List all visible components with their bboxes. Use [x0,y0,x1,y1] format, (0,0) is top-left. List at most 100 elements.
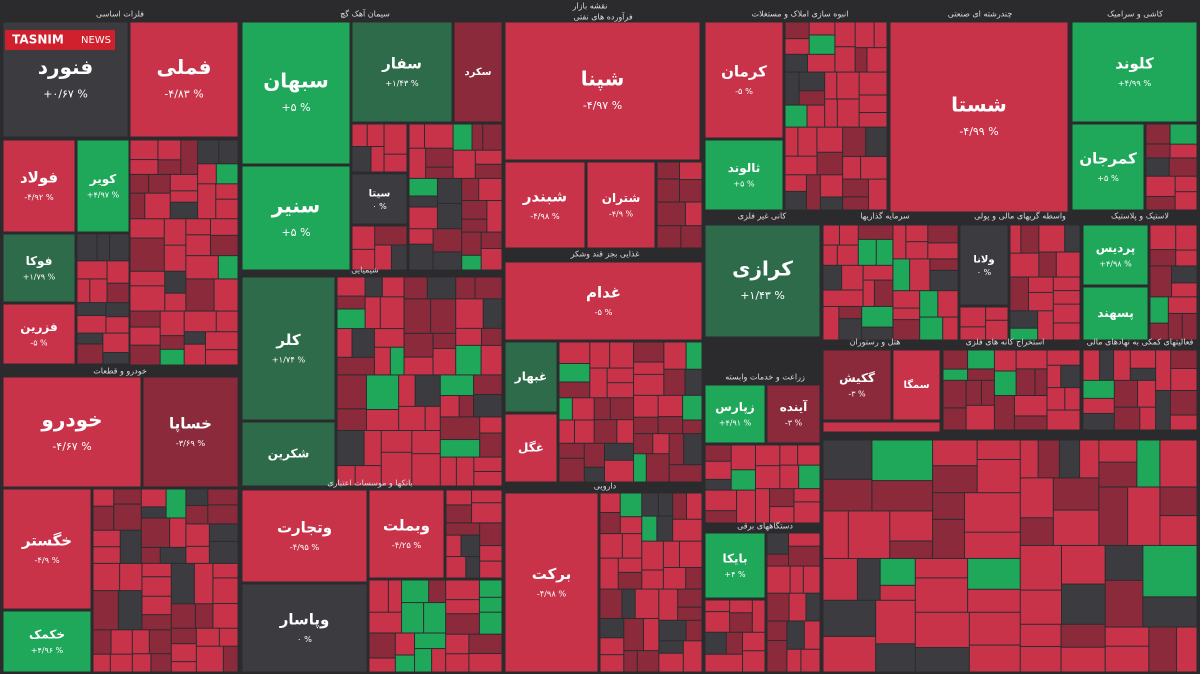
stock-tile [705,385,765,443]
stock-tile [1146,144,1170,158]
stock-tile [395,633,415,655]
stock-tile [77,140,129,232]
stock-tile [767,593,789,621]
stock-tile [480,523,502,546]
stock-tile [482,328,502,345]
stock-tile [120,563,142,591]
stock-tile [604,443,634,460]
stock-tile [780,445,798,465]
stock-tile [994,371,1016,395]
stock-tile [559,342,590,364]
stock-tile [409,124,424,148]
stock-tile [770,489,794,507]
stock-tile [142,577,171,596]
stock-tile [679,180,702,202]
stock-tile [480,417,502,433]
stock-tile [149,174,170,193]
stock-tile [145,193,170,219]
stock-tile [216,311,238,332]
stock-tile [1114,407,1140,430]
stock-tile [186,256,218,279]
stock-tile [658,493,673,516]
stock-tile [618,572,642,589]
stock-change: -۴/۸۳ % [164,88,203,101]
stock-tile [141,507,166,518]
stock-tile [799,72,825,91]
stock-tile [382,277,404,297]
stock-tile [164,245,186,271]
stock-tile [657,162,679,179]
stock-tile [132,630,149,654]
stock-tile [906,225,928,242]
stock-tile [130,238,164,271]
stock-name: فنورد [38,55,94,79]
stock-tile [705,490,737,511]
stock-change: -۴/۶۷ % [52,440,91,453]
stock-tile [642,570,663,589]
stock-tile [440,375,474,396]
stock-tile [607,383,634,398]
stock-tile [642,516,657,541]
stock-tile [731,445,755,470]
stock-tile [915,558,968,578]
stock-tile [622,589,635,618]
stock-tile [1062,545,1105,584]
stock-tile [705,612,730,632]
stock-tile [657,226,681,248]
stock-tile [823,350,891,420]
stock-name: سکرد [464,67,491,78]
stock-tile [731,470,755,490]
stock-tile [559,398,572,420]
stock-tile [437,203,462,229]
stock-tile [1150,297,1168,323]
stock-change: +۰/۶۷ % [43,88,88,101]
stock-name: پسهند [1097,306,1133,320]
stock-tile [862,306,893,327]
stock-tile [584,467,604,482]
stock-tile [789,593,806,621]
stock-tile [785,105,807,127]
stock-tile [637,651,659,672]
stock-tile [404,299,431,333]
stock-tile [213,578,238,604]
stock-name: فملی [157,55,212,79]
stock-tile [1176,250,1197,266]
stock-tile [164,219,186,245]
stock-tile [1170,415,1197,430]
stock-tile [1072,22,1197,122]
stock-tile [755,445,780,466]
stock-change: -۴/۹۷ % [583,99,622,112]
stock-tile [3,377,141,487]
stock-tile [1150,250,1176,266]
stock-tile [184,332,205,344]
stock-tile [823,265,842,290]
sector-title: هتل و رستوران [850,338,901,347]
stock-tile [480,546,502,561]
stock-tile [643,618,659,651]
stock-tile [433,252,462,270]
stock-tile [208,505,238,524]
stock-tile [160,349,184,365]
stock-tile [755,489,770,523]
stock-tile [866,127,887,156]
stock-tile [219,140,238,164]
stock-tile [808,54,835,72]
stock-tile [110,234,129,261]
stock-tile [1083,287,1148,340]
stock-tile [574,420,594,443]
stock-tile [487,201,502,232]
stock-tile [415,633,446,649]
stock-tile [352,124,367,147]
stock-tile [817,152,843,175]
stock-tile [893,320,920,340]
sector-title: غذایی بجز قند وشکر [570,250,640,259]
stock-tile [103,333,129,352]
stock-tile [806,175,820,210]
stock-tile [424,124,453,148]
stock-tile [559,458,584,482]
stock-tile [205,350,238,365]
stock-tile [369,612,402,633]
stock-tile [433,229,462,252]
stock-tile [374,347,390,375]
